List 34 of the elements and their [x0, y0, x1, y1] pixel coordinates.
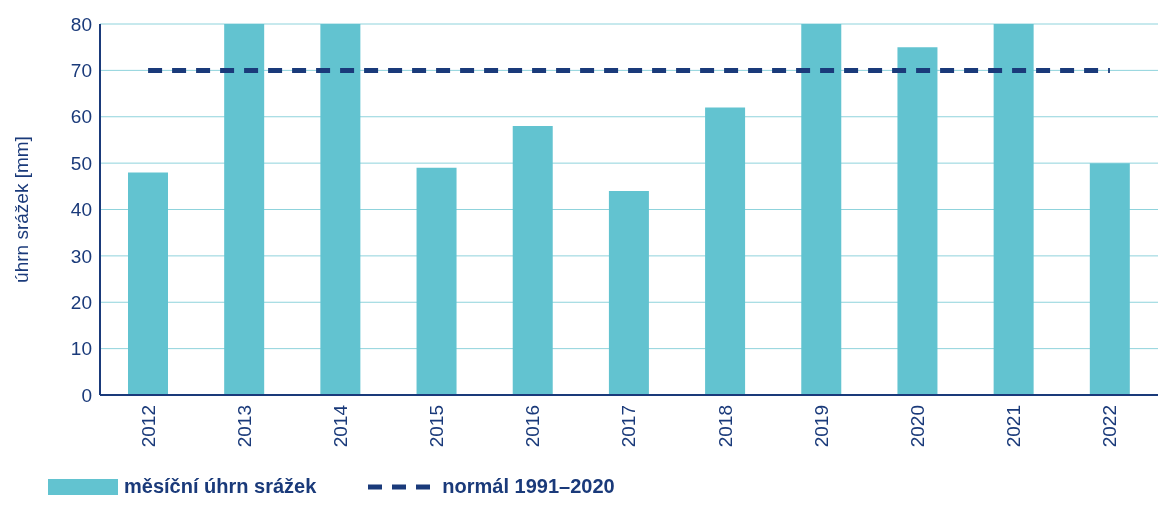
x-tick-label: 2015 [426, 405, 448, 448]
bar [897, 47, 938, 395]
bar [512, 126, 553, 395]
legend-label: měsíční úhrn srážek [124, 475, 317, 498]
bar [705, 107, 746, 395]
x-tick-label: 2014 [329, 404, 351, 448]
y-tick-label: 50 [70, 152, 92, 174]
y-tick-label: 20 [70, 291, 92, 313]
x-tick-label: 2018 [714, 405, 736, 448]
y-axis-title: úhrn srážek [mm] [10, 136, 32, 283]
y-tick-label: 80 [70, 13, 92, 35]
x-tick-label: 2021 [1003, 405, 1025, 448]
x-tick-label: 2012 [137, 405, 159, 448]
bar [320, 24, 361, 395]
bar [801, 24, 842, 395]
bar [416, 167, 457, 395]
y-tick-label: 60 [70, 106, 92, 128]
bar [224, 24, 265, 395]
y-tick-label: 40 [70, 199, 92, 221]
y-tick-label: 10 [70, 338, 92, 360]
y-tick-label: 0 [81, 384, 92, 406]
bar [1089, 163, 1130, 395]
x-tick-label: 2017 [618, 405, 640, 448]
bar [608, 190, 649, 395]
y-tick-label: 70 [70, 60, 92, 82]
x-tick-label: 2016 [522, 405, 544, 448]
bar [128, 172, 168, 395]
legend-label: normál 1991–2020 [442, 475, 615, 498]
bar [993, 24, 1034, 395]
x-tick-label: 2020 [907, 405, 929, 448]
x-tick-label: 2013 [233, 405, 255, 448]
x-tick-label: 2022 [1099, 405, 1121, 448]
x-tick-label: 2019 [810, 405, 832, 448]
y-tick-label: 30 [70, 245, 92, 267]
